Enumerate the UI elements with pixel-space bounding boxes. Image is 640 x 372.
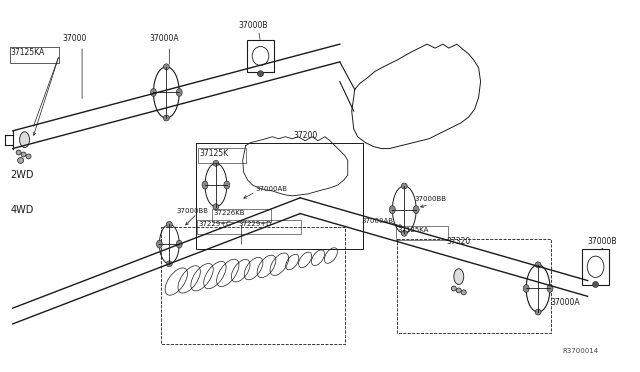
Ellipse shape xyxy=(163,64,170,70)
Ellipse shape xyxy=(213,160,219,166)
Ellipse shape xyxy=(401,183,407,189)
Ellipse shape xyxy=(413,206,419,214)
Ellipse shape xyxy=(163,115,170,121)
Ellipse shape xyxy=(461,290,466,295)
Ellipse shape xyxy=(535,262,541,268)
Ellipse shape xyxy=(21,152,26,157)
Ellipse shape xyxy=(156,240,163,248)
Ellipse shape xyxy=(456,288,461,293)
Bar xyxy=(196,142,363,249)
Bar xyxy=(212,209,271,222)
Text: 37229+D: 37229+D xyxy=(239,221,272,227)
Text: 4WD: 4WD xyxy=(11,205,34,215)
Ellipse shape xyxy=(176,89,182,96)
Ellipse shape xyxy=(257,71,264,77)
Bar xyxy=(161,227,345,344)
Text: 2WD: 2WD xyxy=(11,170,34,180)
Ellipse shape xyxy=(547,285,553,292)
Text: 37125K: 37125K xyxy=(199,148,228,158)
Text: 37125KA: 37125KA xyxy=(397,227,429,233)
Ellipse shape xyxy=(18,157,24,163)
Ellipse shape xyxy=(166,261,172,267)
Text: 37229+C: 37229+C xyxy=(198,221,231,227)
Text: 37125KA: 37125KA xyxy=(11,48,45,57)
Text: R3700014: R3700014 xyxy=(563,347,599,353)
Bar xyxy=(198,148,246,163)
Bar xyxy=(397,239,551,333)
Text: 37000A: 37000A xyxy=(550,298,580,307)
Ellipse shape xyxy=(224,181,230,189)
Text: 37000: 37000 xyxy=(62,34,86,43)
Ellipse shape xyxy=(166,221,172,227)
Text: 37000B: 37000B xyxy=(588,237,617,246)
Ellipse shape xyxy=(26,154,31,159)
Ellipse shape xyxy=(593,282,598,288)
Bar xyxy=(396,227,448,240)
Text: 37000AB: 37000AB xyxy=(362,218,394,224)
Text: 37200: 37200 xyxy=(293,131,317,140)
Text: 37226KB: 37226KB xyxy=(213,210,244,216)
Bar xyxy=(246,40,275,72)
Ellipse shape xyxy=(535,309,541,315)
Text: 37000B: 37000B xyxy=(239,20,268,29)
Ellipse shape xyxy=(176,240,182,248)
Bar xyxy=(582,249,609,285)
Text: 37000A: 37000A xyxy=(150,34,179,43)
Ellipse shape xyxy=(454,269,464,285)
Bar xyxy=(10,47,60,63)
Ellipse shape xyxy=(20,132,29,148)
Bar xyxy=(197,221,301,234)
Ellipse shape xyxy=(524,285,529,292)
Text: 37000BB: 37000BB xyxy=(414,196,446,202)
Ellipse shape xyxy=(401,230,407,236)
Text: 37000AB: 37000AB xyxy=(255,186,287,192)
Ellipse shape xyxy=(389,206,396,214)
Ellipse shape xyxy=(451,286,456,291)
Ellipse shape xyxy=(213,204,219,210)
Ellipse shape xyxy=(16,150,21,155)
Text: 37000BB: 37000BB xyxy=(176,208,208,214)
Text: 37320: 37320 xyxy=(447,237,471,246)
Ellipse shape xyxy=(202,181,208,189)
Ellipse shape xyxy=(150,89,156,96)
